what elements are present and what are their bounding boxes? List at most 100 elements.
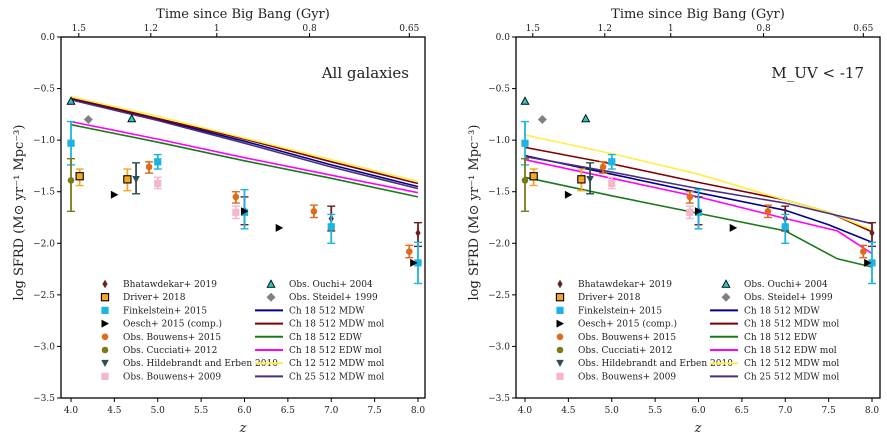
- y-tick-label: −1.0: [488, 136, 510, 146]
- data-point: [145, 163, 153, 171]
- x-tick-label: 6.0: [691, 406, 706, 416]
- series-obs-hildebrandt-and-erben-2010: [132, 162, 141, 195]
- y-tick-label: 0.0: [41, 33, 56, 43]
- legend-entry-obs-bouwens-2015: Obs. Bouwens+ 2015: [556, 333, 676, 343]
- x-tick-label: 6.0: [237, 406, 252, 416]
- legend-label: Bhatawdekar+ 2019: [123, 280, 217, 290]
- y-tick-label: −0.5: [488, 85, 510, 95]
- data-point: [406, 248, 413, 255]
- panel-all-galaxies: 0.0 −0.5 −1.0 −1.5 −2.0 −2.5 −3.0 −3.5 4.0 4.5 5.0…: [12, 7, 426, 436]
- legend-marker: [721, 292, 731, 302]
- legend-marker: [556, 346, 564, 354]
- legend-marker: [556, 372, 564, 380]
- y-axis-title: log SFRD (M⊙ yr⁻¹ Mpc⁻³): [12, 125, 27, 301]
- y-tick-label: −3.0: [33, 342, 55, 352]
- legend-marker: [266, 292, 276, 302]
- series-line-ch-18-512-mdw: [70, 98, 419, 188]
- series-obs-bouwens-2009: [153, 176, 240, 220]
- top-axis-title: Time since Big Bang (Gyr): [156, 7, 330, 22]
- series-line-ch-18-512-edw-mol: [70, 120, 419, 194]
- data-point: [132, 176, 140, 184]
- series-finkelstein-2015: [521, 120, 876, 285]
- legend-entry-oesch-2015-comp: Oesch+ 2015 (comp.): [556, 319, 677, 330]
- y-tick-label: −1.5: [488, 188, 510, 198]
- x-axis-title: z: [694, 421, 702, 436]
- data-point: [415, 228, 421, 238]
- series-obs-steidel-1999: [83, 115, 93, 125]
- y-tick-label: −3.5: [488, 394, 510, 404]
- top-x-tick-label: 1.2: [598, 24, 612, 34]
- data-point: [686, 193, 694, 201]
- series-obs-bouwens-2015: [145, 161, 414, 259]
- legend-label: Obs. Ouchi+ 2004: [744, 280, 828, 290]
- legend-entry-finkelstein-2015: Finkelstein+ 2015: [556, 306, 662, 316]
- legend-marker: [100, 293, 110, 302]
- legend-entry-ch-12-512-mdw-mol: Ch 12 512 MDW mol: [710, 359, 839, 369]
- series-line-ch-18-512-mdw: [524, 154, 873, 244]
- legend-entry-obs-bouwens-2009: Obs. Bouwens+ 2009: [101, 372, 221, 382]
- data-point: [66, 96, 76, 105]
- x-tick-label: 4.5: [561, 406, 576, 416]
- series-line-ch-18-512-mdw-mol: [70, 97, 419, 185]
- x-tick-label: 6.5: [735, 406, 750, 416]
- data-point: [154, 179, 162, 188]
- panel-annotation: M_UV < -17: [771, 64, 864, 82]
- series-obs-steidel-1999: [537, 115, 547, 125]
- legend-label: Ch 18 512 EDW: [289, 333, 363, 343]
- series-line-ch-18-512-edw: [70, 123, 419, 198]
- top-x-tick-label: 1.5: [72, 24, 87, 34]
- legend-marker: [101, 319, 109, 328]
- legend-label: Ch 18 512 EDW: [744, 333, 818, 343]
- legend-marker: [721, 279, 731, 288]
- data-point: [599, 163, 607, 171]
- data-point: [521, 177, 529, 184]
- data-point: [123, 175, 132, 184]
- legend-entry-obs-cucciati-2012: Obs. Cucciati+ 2012: [556, 346, 672, 356]
- series-obs-ouchi-2004: [520, 96, 591, 123]
- legend-label: Obs. Bouwens+ 2015: [123, 333, 221, 343]
- x-axis-title: z: [239, 421, 247, 436]
- top-x-tick-label: 0.65: [853, 24, 873, 34]
- legend-marker: [266, 279, 276, 288]
- y-tick-label: −2.0: [488, 239, 510, 249]
- legend-entry-obs-hildebrandt-and-erben-2010: Obs. Hildebrandt and Erben 2010: [556, 359, 733, 369]
- x-tick-label: 4.0: [518, 406, 533, 416]
- legend-marker: [101, 359, 109, 367]
- data-point: [67, 177, 75, 184]
- top-x-tick-label: 0.8: [756, 24, 771, 34]
- y-tick-label: 0.0: [496, 33, 511, 43]
- legend-entry-driver-2018: Driver+ 2018: [555, 293, 641, 303]
- legend-label: Driver+ 2018: [578, 293, 641, 303]
- data-point: [410, 258, 418, 267]
- data-point: [232, 208, 240, 216]
- data-point: [537, 115, 547, 125]
- data-point: [608, 179, 616, 188]
- data-point: [586, 176, 594, 184]
- y-tick-label: −0.5: [33, 85, 55, 95]
- data-point: [529, 172, 538, 181]
- legend-label: Obs. Ouchi+ 2004: [289, 280, 373, 290]
- legend-marker: [556, 319, 564, 328]
- legend-label: Ch 18 512 MDW mol: [289, 320, 384, 330]
- legend-marker: [555, 293, 565, 302]
- x-tick-label: 4.5: [107, 406, 122, 416]
- legend-marker: [101, 372, 109, 380]
- series-obs-cucciati-2012: [67, 158, 75, 213]
- legend-label: Obs. Bouwens+ 2009: [578, 372, 676, 382]
- data-point: [75, 172, 84, 181]
- legend-entry-ch-18-512-mdw: Ch 18 512 MDW: [255, 306, 365, 316]
- legend-label: Ch 12 512 MDW mol: [744, 359, 839, 369]
- legend-marker: [101, 306, 109, 314]
- x-tick-label: 8.0: [865, 406, 880, 416]
- legend-entry-ch-18-512-edw-mol: Ch 18 512 EDW mol: [710, 346, 837, 356]
- legend-label: Ch 18 512 EDW mol: [289, 346, 382, 356]
- legend-label: Oesch+ 2015 (comp.): [578, 319, 677, 330]
- series-line-ch-18-512-edw: [524, 176, 873, 268]
- legend-label: Ch 18 512 MDW mol: [744, 320, 839, 330]
- legend-entry-obs-ouchi-2004: Obs. Ouchi+ 2004: [266, 279, 373, 290]
- y-tick-label: −1.5: [33, 188, 55, 198]
- x-tick-label: 5.0: [605, 406, 620, 416]
- legend-label: Obs. Bouwens+ 2009: [123, 372, 221, 382]
- top-x-tick-label: 1.2: [144, 24, 158, 34]
- x-tick-label: 6.5: [281, 406, 296, 416]
